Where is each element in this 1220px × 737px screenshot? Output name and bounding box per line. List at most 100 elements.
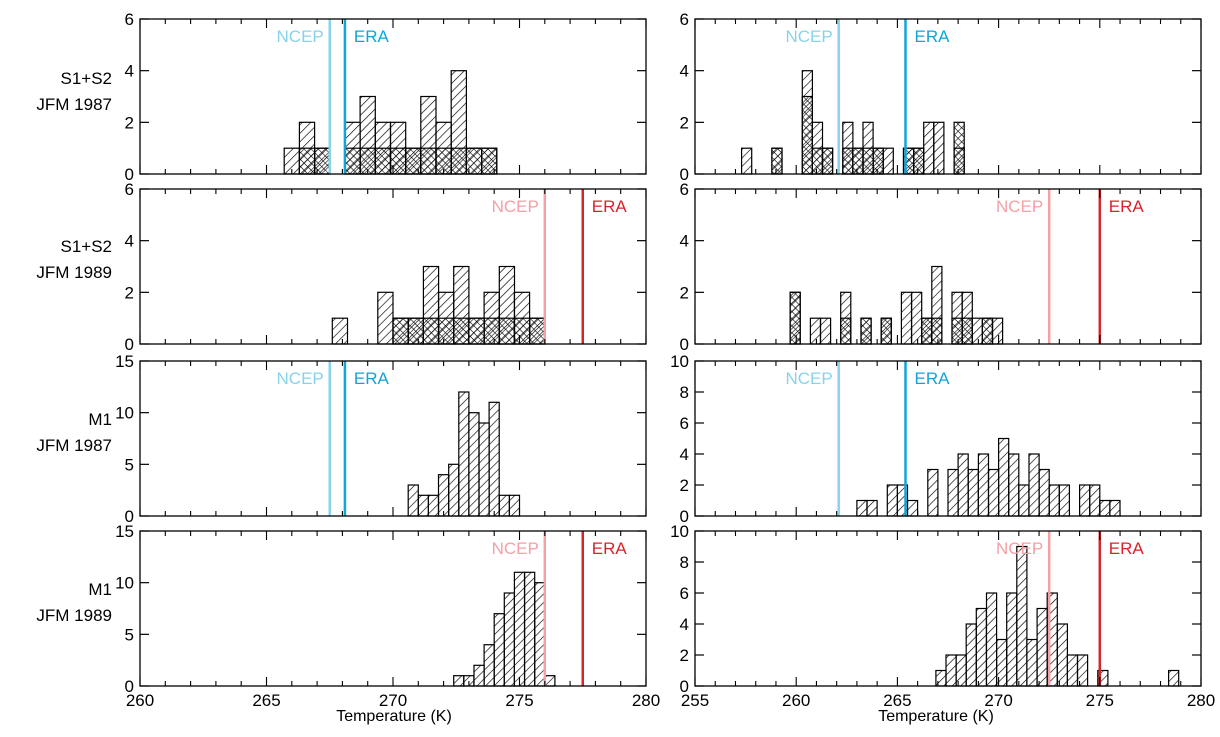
y-tick-label: 0 (680, 335, 689, 354)
histogram-bar-crosshatch (912, 147, 925, 175)
row-label-2-period: JFM 1987 (36, 436, 112, 455)
y-tick-label: 15 (115, 522, 134, 541)
histogram-bar-diagonal (882, 147, 894, 175)
histogram-bar-diagonal (965, 623, 977, 687)
y-tick-label: 0 (125, 335, 134, 354)
reference-label-era: ERA (1109, 539, 1145, 558)
histogram-bar-diagonal (1028, 453, 1040, 517)
row-label-3: M1 JFM 1989 (0, 577, 112, 629)
histogram-bar-diagonal (945, 654, 957, 687)
histogram-bar-crosshatch (872, 147, 884, 175)
y-tick-label: 0 (680, 677, 689, 696)
histogram-bar-crosshatch (860, 317, 872, 345)
histogram-bar-crosshatch (437, 317, 455, 345)
x-tick-label: 260 (782, 691, 810, 710)
reference-label-ncep: NCEP (996, 539, 1043, 558)
reference-label-era: ERA (1109, 197, 1145, 216)
panel-frame (139, 360, 647, 517)
y-tick-label: 2 (680, 113, 689, 132)
row-label-3-period: JFM 1989 (36, 606, 112, 625)
histogram-bar-crosshatch (840, 317, 852, 345)
y-tick-label: 6 (125, 180, 134, 199)
histogram-bar-diagonal (437, 474, 450, 517)
y-tick-label: 6 (680, 10, 689, 29)
histogram-bar-diagonal (534, 582, 546, 687)
histogram-bar-diagonal (906, 499, 919, 517)
reference-label-ncep: NCEP (277, 369, 324, 388)
x-tick-label: 255 (681, 691, 709, 710)
histogram-bar-crosshatch (392, 317, 409, 345)
histogram-bar-diagonal (900, 291, 913, 345)
reference-label-ncep: NCEP (492, 197, 539, 216)
panel-2-0: NCEP ERA 0 5 10 15 (115, 352, 647, 526)
panel-0-1: NCEP ERA 0 2 4 6 (680, 10, 1202, 184)
row-label-0-station: S1+S2 (60, 69, 112, 88)
y-tick-label: 4 (680, 615, 689, 634)
reference-label-ncep: NCEP (492, 539, 539, 558)
histogram-bar-diagonal (957, 453, 969, 517)
y-tick-label: 4 (125, 232, 134, 251)
reference-label-era: ERA (354, 27, 390, 46)
y-tick-label: 0 (680, 507, 689, 526)
histogram-bar-crosshatch (789, 291, 801, 345)
panel-frame (139, 530, 647, 687)
histogram-bar-crosshatch (498, 317, 516, 345)
histogram-bar-diagonal (427, 494, 440, 517)
y-tick-label: 8 (680, 553, 689, 572)
histogram-bar-diagonal (1006, 592, 1018, 687)
histogram-bar-diagonal (453, 675, 465, 687)
histogram-bar-diagonal (488, 401, 500, 517)
histogram-bar-crosshatch (801, 95, 813, 175)
histogram-bar-diagonal (544, 675, 556, 687)
histogram-bar-diagonal (1036, 607, 1048, 687)
y-tick-label: 2 (680, 283, 689, 302)
histogram-bar-crosshatch (953, 121, 965, 175)
y-tick-label: 10 (115, 574, 134, 593)
histogram-bar-crosshatch (981, 317, 994, 345)
histogram-bar-crosshatch (344, 147, 361, 175)
histogram-bar-diagonal (1099, 499, 1111, 517)
histogram-bar-diagonal (927, 468, 939, 517)
histogram-bar-crosshatch (407, 317, 425, 345)
panel-frame (694, 18, 1202, 175)
histogram-bar-diagonal (508, 494, 521, 517)
reference-label-era: ERA (914, 27, 950, 46)
histogram-bar-crosshatch (374, 147, 392, 175)
y-tick-label: 0 (125, 165, 134, 184)
histogram-bar-diagonal (740, 147, 753, 175)
histogram-bar-diagonal (809, 317, 822, 345)
y-tick-label: 2 (125, 283, 134, 302)
histogram-bar-diagonal (377, 291, 394, 345)
x-axis-title-left: Temperature (K) (336, 708, 452, 725)
histogram-bar-diagonal (866, 499, 878, 517)
histogram-bar-crosshatch (298, 147, 316, 175)
row-label-3-station: M1 (88, 580, 112, 599)
reference-label-era: ERA (914, 369, 950, 388)
histogram-bar-diagonal (977, 453, 990, 517)
histogram-bar-crosshatch (468, 317, 485, 345)
histogram-bar-crosshatch (483, 317, 500, 345)
y-tick-label: 5 (125, 625, 134, 644)
histogram-bar-diagonal (1018, 484, 1030, 517)
histogram-bar-diagonal (967, 468, 979, 517)
reference-label-ncep: NCEP (996, 197, 1043, 216)
histogram-bar-diagonal (985, 592, 998, 687)
y-tick-label: 0 (680, 165, 689, 184)
histogram-bar-crosshatch (921, 317, 933, 345)
histogram-bar-diagonal (1016, 545, 1028, 687)
histogram-bar-diagonal (417, 494, 429, 517)
histogram-bar-diagonal (997, 437, 1010, 517)
histogram-bar-diagonal (1058, 484, 1071, 517)
histogram-bar-diagonal (478, 422, 490, 517)
reference-label-ncep: NCEP (277, 27, 324, 46)
histogram-bar-crosshatch (842, 147, 854, 175)
histogram-bar-diagonal (523, 571, 536, 687)
histogram-bar-diagonal (1167, 669, 1180, 687)
histogram-bar-diagonal (498, 494, 510, 517)
histogram-bar-diagonal (1109, 499, 1121, 517)
y-tick-label: 2 (680, 476, 689, 495)
x-axis-title-right: Temperature (K) (878, 708, 994, 725)
panel-1-1: NCEP ERA 0 2 4 6 (680, 180, 1202, 354)
y-tick-label: 4 (680, 445, 689, 464)
